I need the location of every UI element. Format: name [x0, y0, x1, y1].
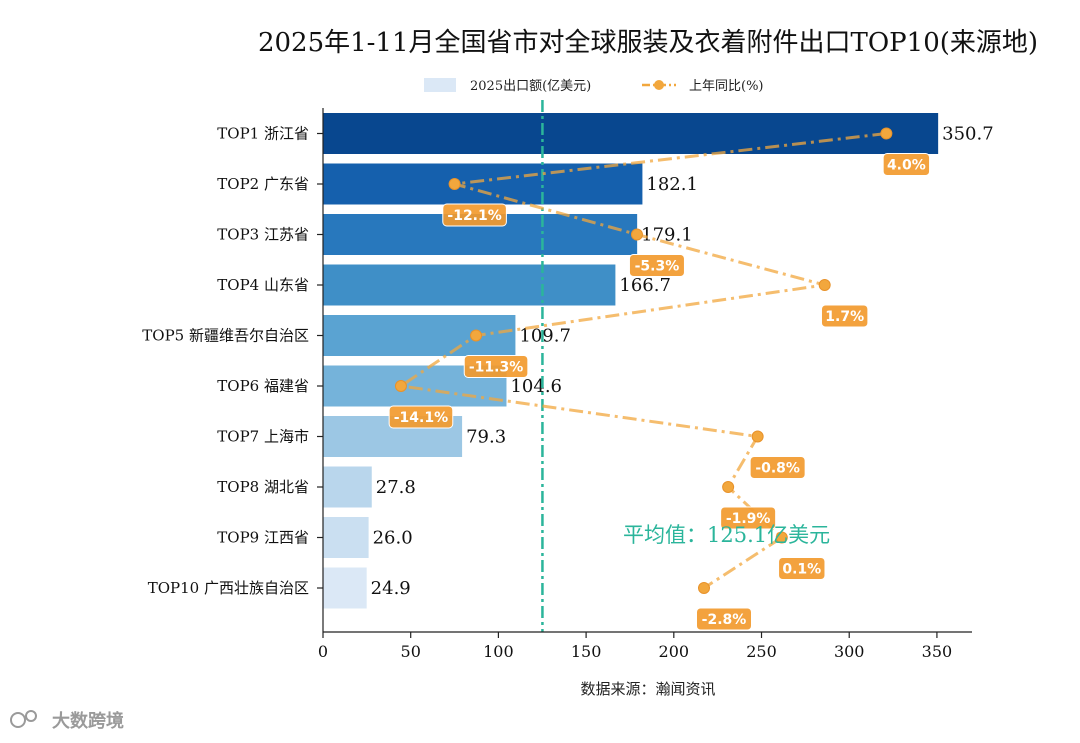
bar-value-label-6: 104.6	[510, 376, 562, 397]
yoy-point-1	[880, 127, 893, 140]
yoy-label-box-5	[463, 355, 529, 378]
category-label-7: TOP7 上海市	[217, 428, 309, 446]
category-label-4: TOP4 山东省	[217, 276, 309, 294]
bar-value-label-2: 182.1	[646, 174, 698, 195]
yoy-label-9: 0.1%	[782, 562, 821, 578]
bar-value-label-4: 166.7	[619, 275, 671, 296]
bar-values-group: 350.7182.1179.1166.7109.7104.679.327.826…	[371, 124, 994, 600]
yoy-label-8: -1.9%	[726, 511, 771, 527]
yoy-point-9	[775, 531, 788, 544]
bar-5	[323, 315, 516, 356]
bar-value-label-5: 109.7	[519, 326, 571, 347]
bar-value-label-7: 79.3	[466, 427, 506, 448]
x-tick-label-150: 150	[571, 642, 602, 661]
chart-title: 2025年1-11月全国省市对全球服装及衣着附件出口TOP10(来源地)	[258, 28, 1038, 58]
bar-10	[323, 567, 367, 609]
yoy-labels-group: 4.0% -12.1% -5.3% 1.7% -11.3% -14.1% -0.8% -1.9…	[388, 153, 931, 631]
x-tick-label-300: 300	[834, 642, 865, 661]
x-tick-label-0: 0	[318, 642, 328, 661]
category-label-10: TOP10 广西壮族自治区	[148, 579, 309, 597]
yoy-point-3	[630, 228, 643, 241]
x-ticks-group: 0 50 100 150 200 250 300 350	[318, 632, 952, 661]
yoy-label-4: 1.7%	[825, 309, 864, 325]
bar-9	[323, 517, 369, 558]
yoy-point-7	[751, 430, 764, 443]
x-tick-label-50: 50	[401, 642, 421, 661]
yoy-label-5: -11.3%	[469, 360, 523, 376]
yoy-label-box-4	[820, 304, 869, 328]
yoy-point-2	[448, 178, 461, 190]
yoy-point-10	[698, 582, 710, 594]
legend-label-yoy: 上年同比(%)	[689, 79, 764, 94]
yoy-label-box-9	[778, 557, 826, 580]
yoy-label-box-6	[388, 405, 454, 429]
watermark-logo-icon-2	[25, 710, 37, 722]
yoy-label-3: -5.3%	[635, 259, 680, 275]
yoy-label-box-8	[720, 506, 777, 530]
yoy-label-7: -0.8%	[755, 461, 800, 477]
watermark-logo-icon	[10, 712, 26, 728]
legend-swatch-export	[424, 78, 456, 92]
axes: 0 50 100 150 200 250 300 350	[318, 108, 972, 661]
yoy-point-5	[470, 329, 483, 342]
legend: 2025出口额(亿美元) 上年同比(%)	[424, 78, 764, 94]
x-tick-label-350: 350	[922, 642, 953, 661]
bar-4	[323, 264, 616, 306]
category-label-8: TOP8 湖北省	[217, 478, 309, 496]
yoy-label-6: -14.1%	[394, 410, 448, 426]
legend-label-export: 2025出口额(亿美元)	[470, 79, 591, 94]
bar-2	[323, 163, 643, 205]
watermark-text: 大数跨境	[52, 710, 124, 732]
category-label-5: TOP5 新疆维吾尔自治区	[142, 327, 309, 345]
bar-value-label-10: 24.9	[371, 578, 411, 599]
yoy-label-2: -12.1%	[447, 208, 501, 224]
yoy-label-box-1	[882, 153, 931, 176]
category-labels-group: TOP1 浙江省 TOP2 广东省 TOP3 江苏省 TOP4 山东省 TOP5 新疆维…	[142, 125, 323, 597]
bar-value-label-9: 26.0	[373, 528, 413, 549]
yoy-label-10: -2.8%	[702, 612, 747, 628]
x-tick-label-200: 200	[659, 642, 690, 661]
yoy-label-box-10	[696, 607, 752, 631]
yoy-label-box-7	[749, 456, 806, 479]
watermark: 大数跨境	[10, 710, 124, 732]
category-label-3: TOP3 江苏省	[217, 226, 309, 244]
x-tick-label-250: 250	[746, 642, 777, 661]
category-label-9: TOP9 江西省	[217, 529, 309, 547]
yoy-label-box-2	[442, 203, 507, 227]
bar-value-label-1: 350.7	[942, 124, 994, 145]
yoy-label-1: 4.0%	[887, 158, 926, 174]
yoy-points-group	[394, 127, 893, 594]
bar-value-label-8: 27.8	[376, 477, 416, 498]
category-label-6: TOP6 福建省	[217, 377, 309, 395]
yoy-point-4	[818, 279, 831, 291]
legend-marker-yoy	[654, 80, 664, 90]
x-tick-label-100: 100	[483, 642, 514, 661]
category-label-2: TOP2 广东省	[217, 175, 309, 193]
yoy-point-6	[394, 380, 407, 392]
x-axis-label: 数据来源：瀚闻资讯	[580, 680, 715, 698]
category-label-1: TOP1 浙江省	[217, 125, 309, 143]
bar-8	[323, 466, 372, 508]
yoy-point-8	[722, 481, 735, 493]
bar-1	[323, 113, 939, 154]
yoy-line	[396, 132, 887, 590]
yoy-label-box-3	[628, 254, 685, 277]
bars-group	[323, 113, 939, 609]
average-label: 平均值：125.1亿美元	[623, 523, 830, 547]
